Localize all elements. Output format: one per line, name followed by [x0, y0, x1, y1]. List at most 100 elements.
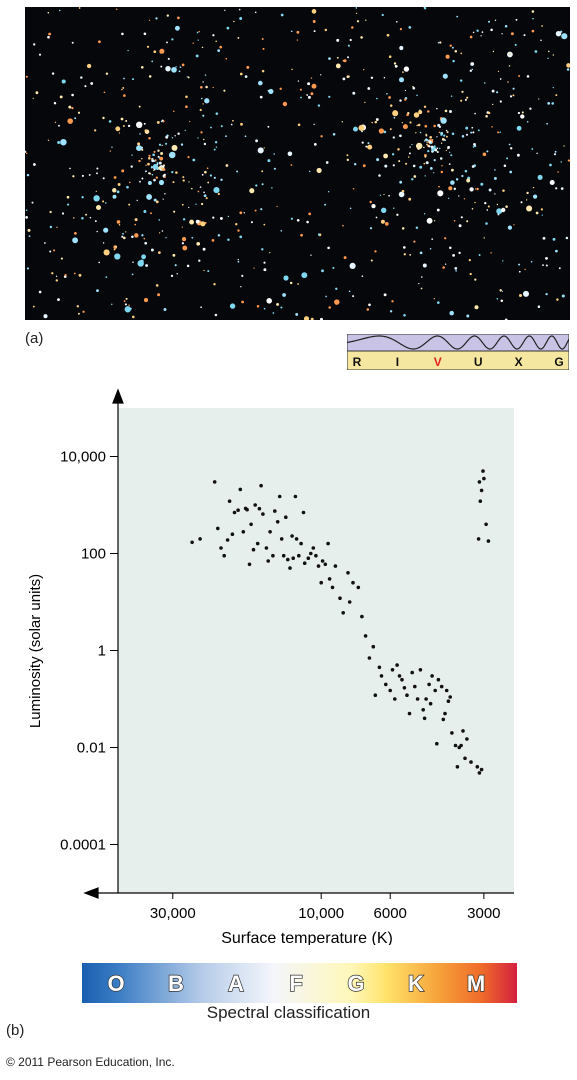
star: [306, 220, 309, 224]
star: [148, 19, 151, 22]
star: [532, 17, 534, 20]
star: [444, 263, 447, 265]
star: [408, 197, 412, 201]
star: [289, 281, 293, 285]
star: [310, 92, 314, 96]
star: [243, 212, 246, 214]
star: [560, 161, 562, 163]
star: [136, 145, 142, 152]
star: [181, 63, 185, 67]
star: [478, 254, 481, 256]
star: [512, 94, 515, 97]
star: [328, 306, 331, 309]
star: [290, 30, 293, 33]
star: [25, 209, 28, 212]
star: [158, 166, 161, 170]
star: [165, 237, 167, 239]
star-point: [286, 557, 290, 562]
star: [227, 238, 230, 242]
star: [415, 226, 419, 229]
star: [461, 135, 465, 138]
star: [153, 50, 157, 54]
star: [347, 44, 350, 47]
star: [86, 63, 92, 69]
star-point: [279, 537, 284, 541]
star: [296, 39, 299, 41]
star: [401, 227, 405, 230]
star-point: [377, 665, 382, 670]
star: [466, 314, 470, 318]
star-point: [299, 541, 303, 546]
star-point: [301, 510, 306, 515]
star: [453, 220, 456, 222]
star: [96, 230, 98, 233]
star: [262, 47, 265, 50]
star: [128, 203, 131, 206]
star-point: [443, 711, 447, 716]
star: [125, 120, 128, 122]
star: [553, 153, 557, 156]
star: [560, 187, 564, 190]
star: [311, 9, 317, 14]
star: [433, 124, 436, 128]
star: [471, 68, 474, 71]
star: [280, 229, 283, 232]
star: [203, 269, 205, 272]
star: [477, 129, 480, 132]
star: [217, 192, 220, 196]
star: [189, 219, 195, 225]
star: [465, 133, 469, 136]
star: [465, 126, 469, 130]
star: [160, 65, 163, 68]
star: [392, 110, 399, 117]
star: [436, 147, 439, 150]
star: [433, 145, 436, 148]
star: [95, 190, 97, 193]
star: [150, 212, 152, 215]
star: [540, 39, 542, 42]
star: [310, 254, 312, 256]
star: [409, 253, 412, 256]
x-tick-label: 30,000: [150, 905, 196, 922]
star: [417, 123, 421, 127]
star: [556, 298, 559, 301]
star: [250, 221, 253, 224]
star: [423, 162, 426, 165]
star-point: [288, 566, 292, 570]
star-point: [482, 476, 486, 481]
star: [132, 261, 134, 263]
star: [505, 205, 508, 208]
star: [427, 110, 430, 113]
star: [517, 111, 520, 115]
star-point: [400, 677, 404, 682]
star: [144, 129, 148, 132]
star: [436, 107, 438, 110]
star: [307, 95, 311, 99]
star: [263, 261, 266, 264]
star-point: [436, 677, 441, 682]
star: [191, 236, 194, 239]
star: [122, 86, 125, 89]
star: [546, 122, 548, 125]
star: [214, 313, 218, 317]
star: [74, 117, 77, 120]
star: [355, 12, 358, 15]
star: [506, 157, 509, 160]
star: [164, 176, 166, 178]
star: [548, 50, 550, 53]
star: [143, 298, 149, 303]
star: [420, 287, 423, 290]
star: [396, 213, 399, 216]
star-point: [271, 553, 275, 558]
star: [310, 317, 314, 320]
star: [552, 86, 554, 89]
star: [67, 203, 70, 206]
star: [203, 138, 205, 141]
star: [424, 175, 426, 177]
copyright-text: © 2011 Pearson Education, Inc.: [6, 1055, 175, 1069]
star: [542, 264, 544, 266]
star: [501, 33, 503, 35]
star: [474, 188, 477, 190]
star: [64, 273, 67, 277]
star: [51, 272, 54, 275]
